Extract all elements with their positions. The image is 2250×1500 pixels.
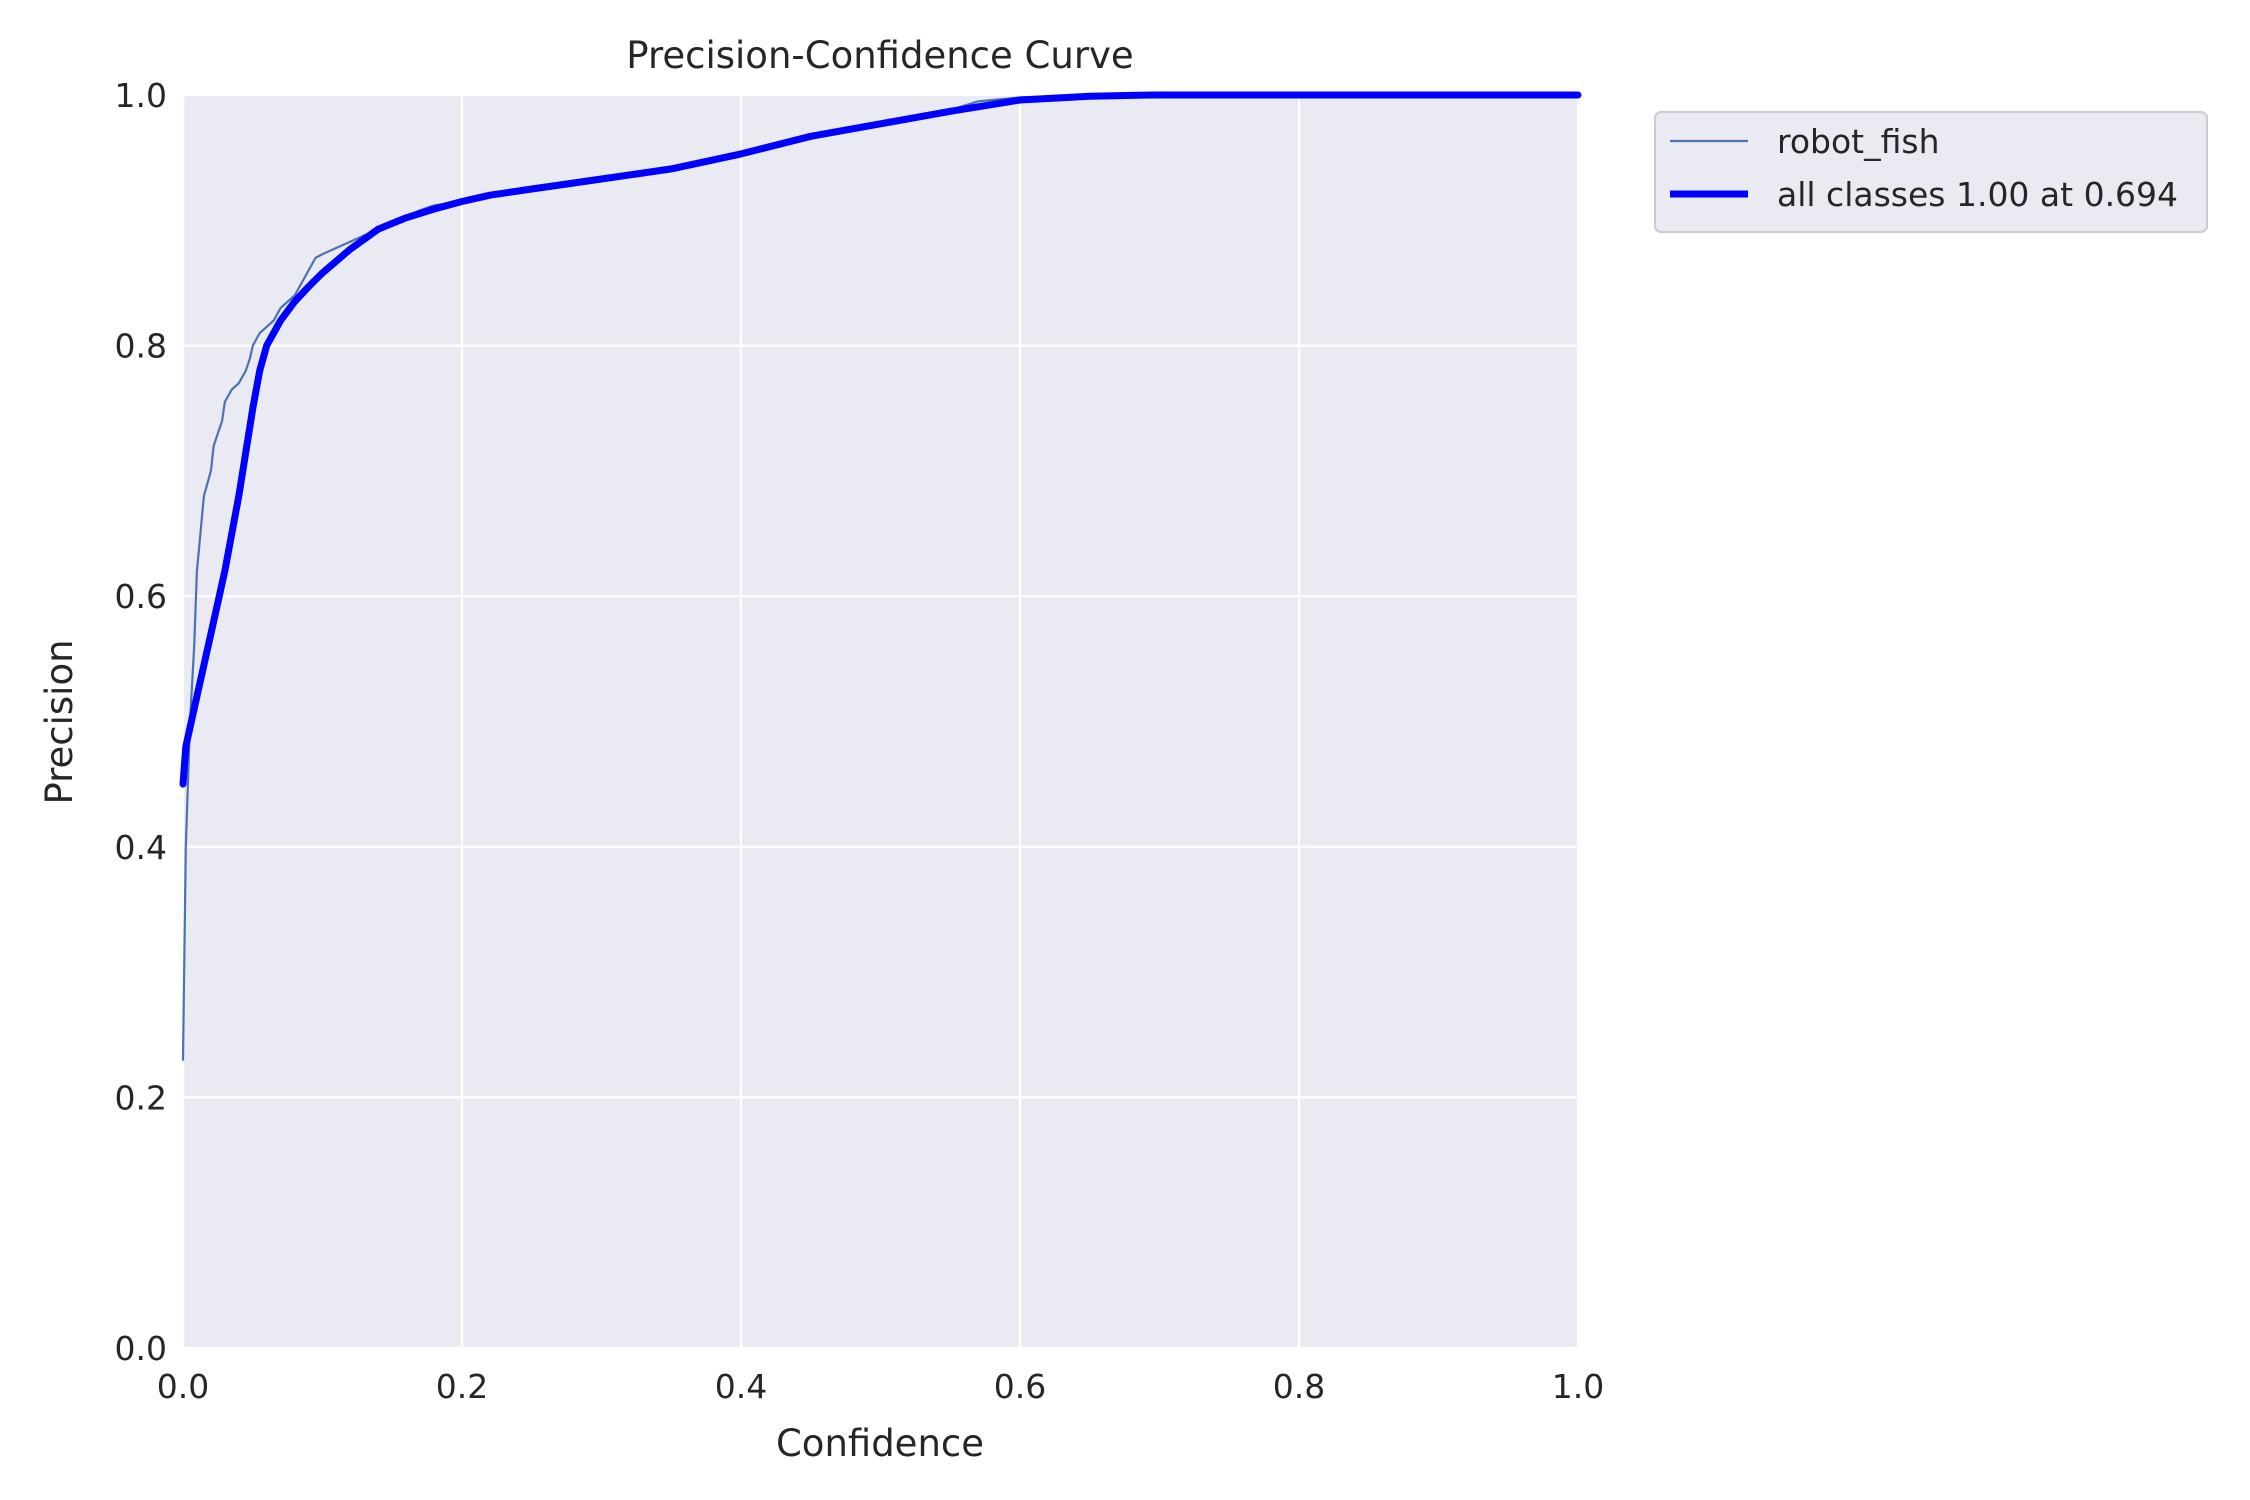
y-axis-ticks: 0.0 0.2 0.4 0.6 0.8 1.0 <box>115 76 167 1368</box>
x-tick-label: 0.2 <box>436 1367 488 1406</box>
x-tick-label: 0.4 <box>715 1367 767 1406</box>
series-line-all-classes <box>179 91 1582 788</box>
y-axis-label: Precision <box>38 639 81 804</box>
legend-label-all-classes: all classes 1.00 at 0.694 <box>1777 175 2178 214</box>
x-axis-ticks: 0.0 0.2 0.4 0.6 0.8 1.0 <box>157 1367 1604 1406</box>
y-tick-label: 0.8 <box>115 327 167 366</box>
legend-label-robot-fish: robot_fish <box>1777 122 1940 161</box>
x-tick-label: 1.0 <box>1552 1367 1604 1406</box>
y-tick-label: 0.6 <box>115 577 167 616</box>
x-tick-label: 0.0 <box>157 1367 209 1406</box>
grid-lines <box>181 93 1580 1350</box>
y-tick-label: 1.0 <box>115 76 167 115</box>
y-tick-label: 0.4 <box>115 828 167 867</box>
plot-area <box>183 95 1578 1348</box>
legend: robot_fish all classes 1.00 at 0.694 <box>1654 111 2208 233</box>
legend-frame <box>1654 111 2208 233</box>
x-axis-label: Confidence <box>776 1422 984 1465</box>
chart-title: Precision-Confidence Curve <box>626 34 1133 77</box>
y-tick-label: 0.2 <box>115 1078 167 1117</box>
series-layer <box>179 91 1582 1061</box>
y-tick-label: 0.0 <box>115 1329 167 1368</box>
x-tick-label: 0.6 <box>994 1367 1046 1406</box>
x-tick-label: 0.8 <box>1273 1367 1325 1406</box>
